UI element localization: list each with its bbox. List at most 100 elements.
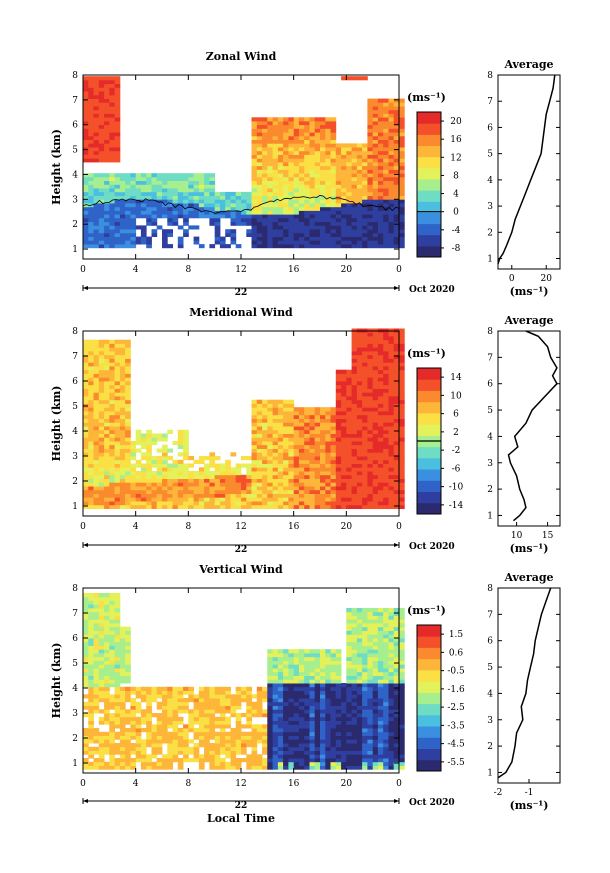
- heatmap-cell: [351, 478, 358, 483]
- heatmap-cell: [346, 369, 352, 374]
- heatmap-cell: [346, 169, 352, 174]
- heatmap-cell: [272, 504, 279, 509]
- heatmap-cell: [167, 694, 173, 699]
- heatmap-cell: [325, 493, 331, 498]
- heatmap-cell: [193, 199, 200, 204]
- heatmap-cell: [98, 501, 105, 506]
- heatmap-cell: [214, 474, 221, 479]
- heatmap-cell: [114, 229, 121, 234]
- heatmap-cell: [246, 474, 252, 479]
- heatmap-cell: [219, 694, 226, 699]
- heatmap-cell: [298, 414, 305, 419]
- heatmap-cell: [346, 504, 352, 509]
- heatmap-cell: [356, 467, 363, 472]
- heatmap-cell: [162, 236, 168, 241]
- heatmap-cell: [93, 203, 100, 208]
- heatmap-cell: [283, 121, 289, 126]
- heatmap-cell: [235, 504, 242, 509]
- heatmap-cell: [383, 373, 389, 378]
- heatmap-cell: [372, 143, 379, 148]
- heatmap-cell: [104, 388, 110, 393]
- heatmap-cell: [135, 240, 142, 245]
- heatmap-cell: [93, 392, 100, 397]
- heatmap-cell: [88, 608, 94, 613]
- heatmap-cell: [146, 199, 152, 204]
- heatmap-cell: [209, 471, 216, 476]
- heatmap-cell: [393, 489, 400, 494]
- heatmap-cell: [246, 739, 252, 744]
- heatmap-cell: [93, 459, 100, 464]
- heatmap-cell: [140, 184, 147, 189]
- heatmap-cell: [399, 392, 405, 397]
- heatmap-cell: [377, 429, 384, 434]
- heatmap-cell: [177, 735, 184, 740]
- heatmap-cell: [399, 132, 405, 137]
- heatmap-cell: [351, 504, 358, 509]
- heatmap-cell: [277, 218, 284, 223]
- heatmap-cell: [325, 218, 331, 223]
- heatmap-cell: [251, 162, 258, 167]
- heatmap-cell: [351, 486, 358, 491]
- colorbar-swatch: [417, 480, 441, 492]
- heatmap-cell: [114, 83, 121, 88]
- heatmap-cell: [219, 486, 226, 491]
- heatmap-cell: [98, 653, 105, 658]
- heatmap-cell: [193, 504, 200, 509]
- heatmap-cell: [283, 746, 289, 751]
- heatmap-cell: [140, 750, 147, 755]
- heatmap-cell: [372, 399, 379, 404]
- heatmap-cell: [98, 121, 105, 126]
- heatmap-cell: [320, 176, 326, 181]
- heatmap-cell: [383, 493, 389, 498]
- heatmap-cell: [235, 221, 242, 226]
- heatmap-cell: [393, 456, 400, 461]
- profile-x-label: (ms⁻¹): [510, 285, 549, 298]
- heatmap-cell: [193, 754, 200, 759]
- heatmap-cell: [393, 407, 400, 412]
- heatmap-cell: [293, 135, 300, 140]
- heatmap-cell: [146, 214, 152, 219]
- heatmap-cell: [283, 649, 289, 654]
- heatmap-cell: [146, 728, 152, 733]
- heatmap-cell: [293, 690, 300, 695]
- heatmap-cell: [140, 188, 147, 193]
- heatmap-cell: [346, 381, 352, 386]
- heatmap-cell: [377, 437, 384, 442]
- heatmap-cell: [335, 218, 342, 223]
- heatmap-cell: [209, 493, 216, 498]
- heatmap-cell: [256, 701, 263, 706]
- heatmap-cell: [399, 328, 405, 333]
- heatmap-cell: [256, 686, 263, 691]
- heatmap-cell: [104, 392, 110, 397]
- heatmap-cell: [314, 735, 321, 740]
- heatmap-cell: [298, 210, 305, 215]
- heatmap-cell: [283, 429, 289, 434]
- heatmap-cell: [367, 244, 374, 249]
- heatmap-cell: [109, 351, 115, 356]
- heatmap-cell: [93, 91, 100, 96]
- heatmap-cell: [383, 497, 389, 502]
- heatmap-cell: [320, 139, 326, 144]
- heatmap-cell: [298, 154, 305, 159]
- heatmap-cell: [335, 414, 342, 419]
- heatmap-cell: [304, 694, 310, 699]
- heatmap-cell: [320, 154, 326, 159]
- heatmap-cell: [335, 444, 342, 449]
- heatmap-cell: [298, 448, 305, 453]
- heatmap-cell: [204, 694, 210, 699]
- heatmap-cell: [377, 128, 384, 133]
- heatmap-cell: [372, 407, 379, 412]
- heatmap-cell: [119, 474, 126, 479]
- heatmap-cell: [167, 754, 173, 759]
- heatmap-cell: [256, 486, 263, 491]
- heatmap-cell: [393, 199, 400, 204]
- heatmap-cell: [193, 743, 200, 748]
- heatmap-cell: [83, 76, 89, 81]
- heatmap-cell: [125, 351, 131, 356]
- heatmap-cell: [330, 244, 337, 249]
- heatmap-cell: [98, 649, 105, 654]
- heatmap-cell: [172, 210, 179, 215]
- heatmap-cell: [93, 396, 100, 401]
- heatmap-cell: [304, 225, 310, 230]
- heatmap-cell: [93, 102, 100, 107]
